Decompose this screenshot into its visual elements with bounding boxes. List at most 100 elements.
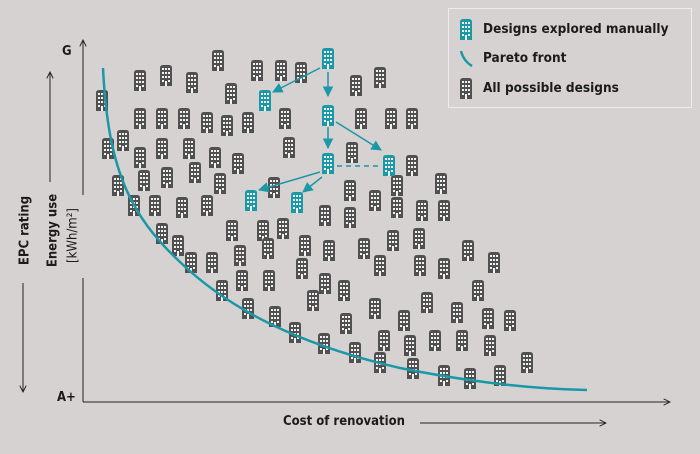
- manual-design-icon: [322, 153, 334, 174]
- possible-design-icon: [257, 220, 269, 241]
- possible-design-icon: [406, 108, 418, 129]
- possible-design-icon: [307, 290, 319, 311]
- possible-design-icon: [438, 258, 450, 279]
- possible-design-icon: [369, 190, 381, 211]
- manual-design-icon: [322, 48, 334, 69]
- manual-design-icon: [322, 105, 334, 126]
- possible-design-icon: [350, 75, 362, 96]
- possible-design-icon: [374, 67, 386, 88]
- pareto-front-curve: [101, 67, 588, 392]
- manual-design-icon: [383, 155, 395, 176]
- possible-design-icon: [416, 200, 428, 221]
- possible-design-icon: [134, 108, 146, 129]
- possible-design-icon: [346, 142, 358, 163]
- possible-design-icon: [404, 335, 416, 356]
- y-top-label: G: [62, 44, 72, 59]
- possible-design-icon: [275, 60, 287, 81]
- possible-design-icon: [456, 330, 468, 351]
- possible-design-icon: [209, 147, 221, 168]
- exploration-arrow: [272, 67, 321, 93]
- possible-design-icon: [391, 197, 403, 218]
- possible-design-icon: [451, 302, 463, 323]
- possible-design-icon: [438, 200, 450, 221]
- possible-design-icon: [156, 108, 168, 129]
- possible-design-icon: [172, 235, 184, 256]
- building-icon: [460, 19, 472, 40]
- possible-design-icon: [421, 292, 433, 313]
- possible-design-icon: [201, 112, 213, 133]
- legend-item-possible: All possible designs: [459, 77, 619, 99]
- exploration-arrow: [257, 171, 321, 193]
- possible-design-icon: [435, 173, 447, 194]
- possible-design-icon: [319, 273, 331, 294]
- possible-design-icon: [176, 197, 188, 218]
- legend-item-pareto: Pareto front: [459, 47, 566, 69]
- possible-design-icon: [134, 70, 146, 91]
- possible-design-icon: [338, 280, 350, 301]
- possible-design-icon: [462, 240, 474, 261]
- energy-use-label: Energy use: [45, 193, 61, 268]
- possible-design-icon: [232, 153, 244, 174]
- energy-unit-label: [kWh/m²]: [65, 208, 81, 263]
- possible-design-icon: [263, 270, 275, 291]
- possible-design-icon: [189, 162, 201, 183]
- possible-design-icon: [299, 235, 311, 256]
- possible-design-icon: [226, 220, 238, 241]
- possible-design-icon: [406, 155, 418, 176]
- possible-design-icon: [236, 270, 248, 291]
- possible-design-icon: [134, 147, 146, 168]
- possible-design-icon: [414, 255, 426, 276]
- manual-design-icon: [291, 192, 303, 213]
- possible-design-icon: [149, 195, 161, 216]
- exploration-arrow: [335, 121, 382, 151]
- possible-design-icon: [138, 170, 150, 191]
- legend-label-possible: All possible designs: [483, 80, 619, 96]
- manual-design-icon: [259, 90, 271, 111]
- possible-design-icon: [482, 308, 494, 329]
- possible-design-icon: [344, 207, 356, 228]
- possible-design-icon: [429, 330, 441, 351]
- possible-design-icon: [488, 252, 500, 273]
- possible-design-icon: [369, 298, 381, 319]
- curve-icon: [459, 50, 473, 68]
- possible-design-icon: [385, 108, 397, 129]
- y-bottom-label: A+: [57, 390, 76, 405]
- possible-design-icon: [214, 173, 226, 194]
- x-axis-label: Cost of renovation: [283, 414, 405, 429]
- possible-design-icon: [387, 230, 399, 251]
- exploration-arrows: [257, 67, 382, 193]
- possible-design-icon: [344, 180, 356, 201]
- manual-design-icon: [245, 190, 257, 211]
- legend-label-manual: Designs explored manually: [483, 21, 669, 37]
- possible-design-icon: [398, 310, 410, 331]
- building-icon: [460, 78, 472, 99]
- possible-design-icon: [283, 137, 295, 158]
- exploration-arrow: [302, 176, 323, 193]
- possible-design-icon: [484, 335, 496, 356]
- possible-design-icon: [504, 310, 516, 331]
- possible-design-icon: [340, 313, 352, 334]
- possible-design-icon: [374, 255, 386, 276]
- epc-rating-label: EPC rating: [17, 195, 33, 266]
- possible-design-icon: [117, 130, 129, 151]
- possible-design-icon: [262, 238, 274, 259]
- axes: [23, 40, 670, 423]
- possible-design-icon: [378, 330, 390, 351]
- possible-design-icon: [323, 240, 335, 261]
- possible-design-icon: [355, 108, 367, 129]
- possible-design-icon: [221, 115, 233, 136]
- possible-design-icon: [296, 258, 308, 279]
- possible-design-icon: [279, 108, 291, 129]
- possible-design-icon: [156, 223, 168, 244]
- legend: Designs explored manually Pareto front A…: [448, 8, 692, 108]
- possible-design-icon: [234, 245, 246, 266]
- possible-design-icon: [319, 205, 331, 226]
- possible-design-icon: [161, 167, 173, 188]
- possible-design-icon: [186, 72, 198, 93]
- possible-design-icon: [413, 228, 425, 249]
- possible-design-icon: [358, 238, 370, 259]
- possible-design-icon: [178, 108, 190, 129]
- possible-design-icon: [201, 195, 213, 216]
